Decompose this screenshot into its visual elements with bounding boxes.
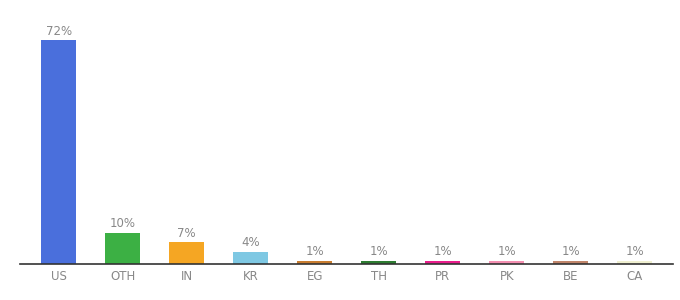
Text: 7%: 7%: [177, 227, 196, 240]
Text: 1%: 1%: [498, 245, 516, 258]
Text: 1%: 1%: [626, 245, 644, 258]
Bar: [297, 261, 333, 264]
Text: 1%: 1%: [562, 245, 580, 258]
Text: 1%: 1%: [433, 245, 452, 258]
Text: 1%: 1%: [369, 245, 388, 258]
Text: 72%: 72%: [46, 25, 72, 38]
Text: 1%: 1%: [305, 245, 324, 258]
Bar: [425, 261, 460, 264]
Bar: [489, 261, 524, 264]
Bar: [41, 40, 76, 264]
Bar: [554, 261, 588, 264]
Bar: [617, 261, 652, 264]
Text: 10%: 10%: [109, 218, 136, 230]
Bar: [105, 233, 140, 264]
Bar: [233, 252, 269, 264]
Bar: [361, 261, 396, 264]
Text: 4%: 4%: [241, 236, 260, 249]
Bar: [169, 242, 205, 264]
